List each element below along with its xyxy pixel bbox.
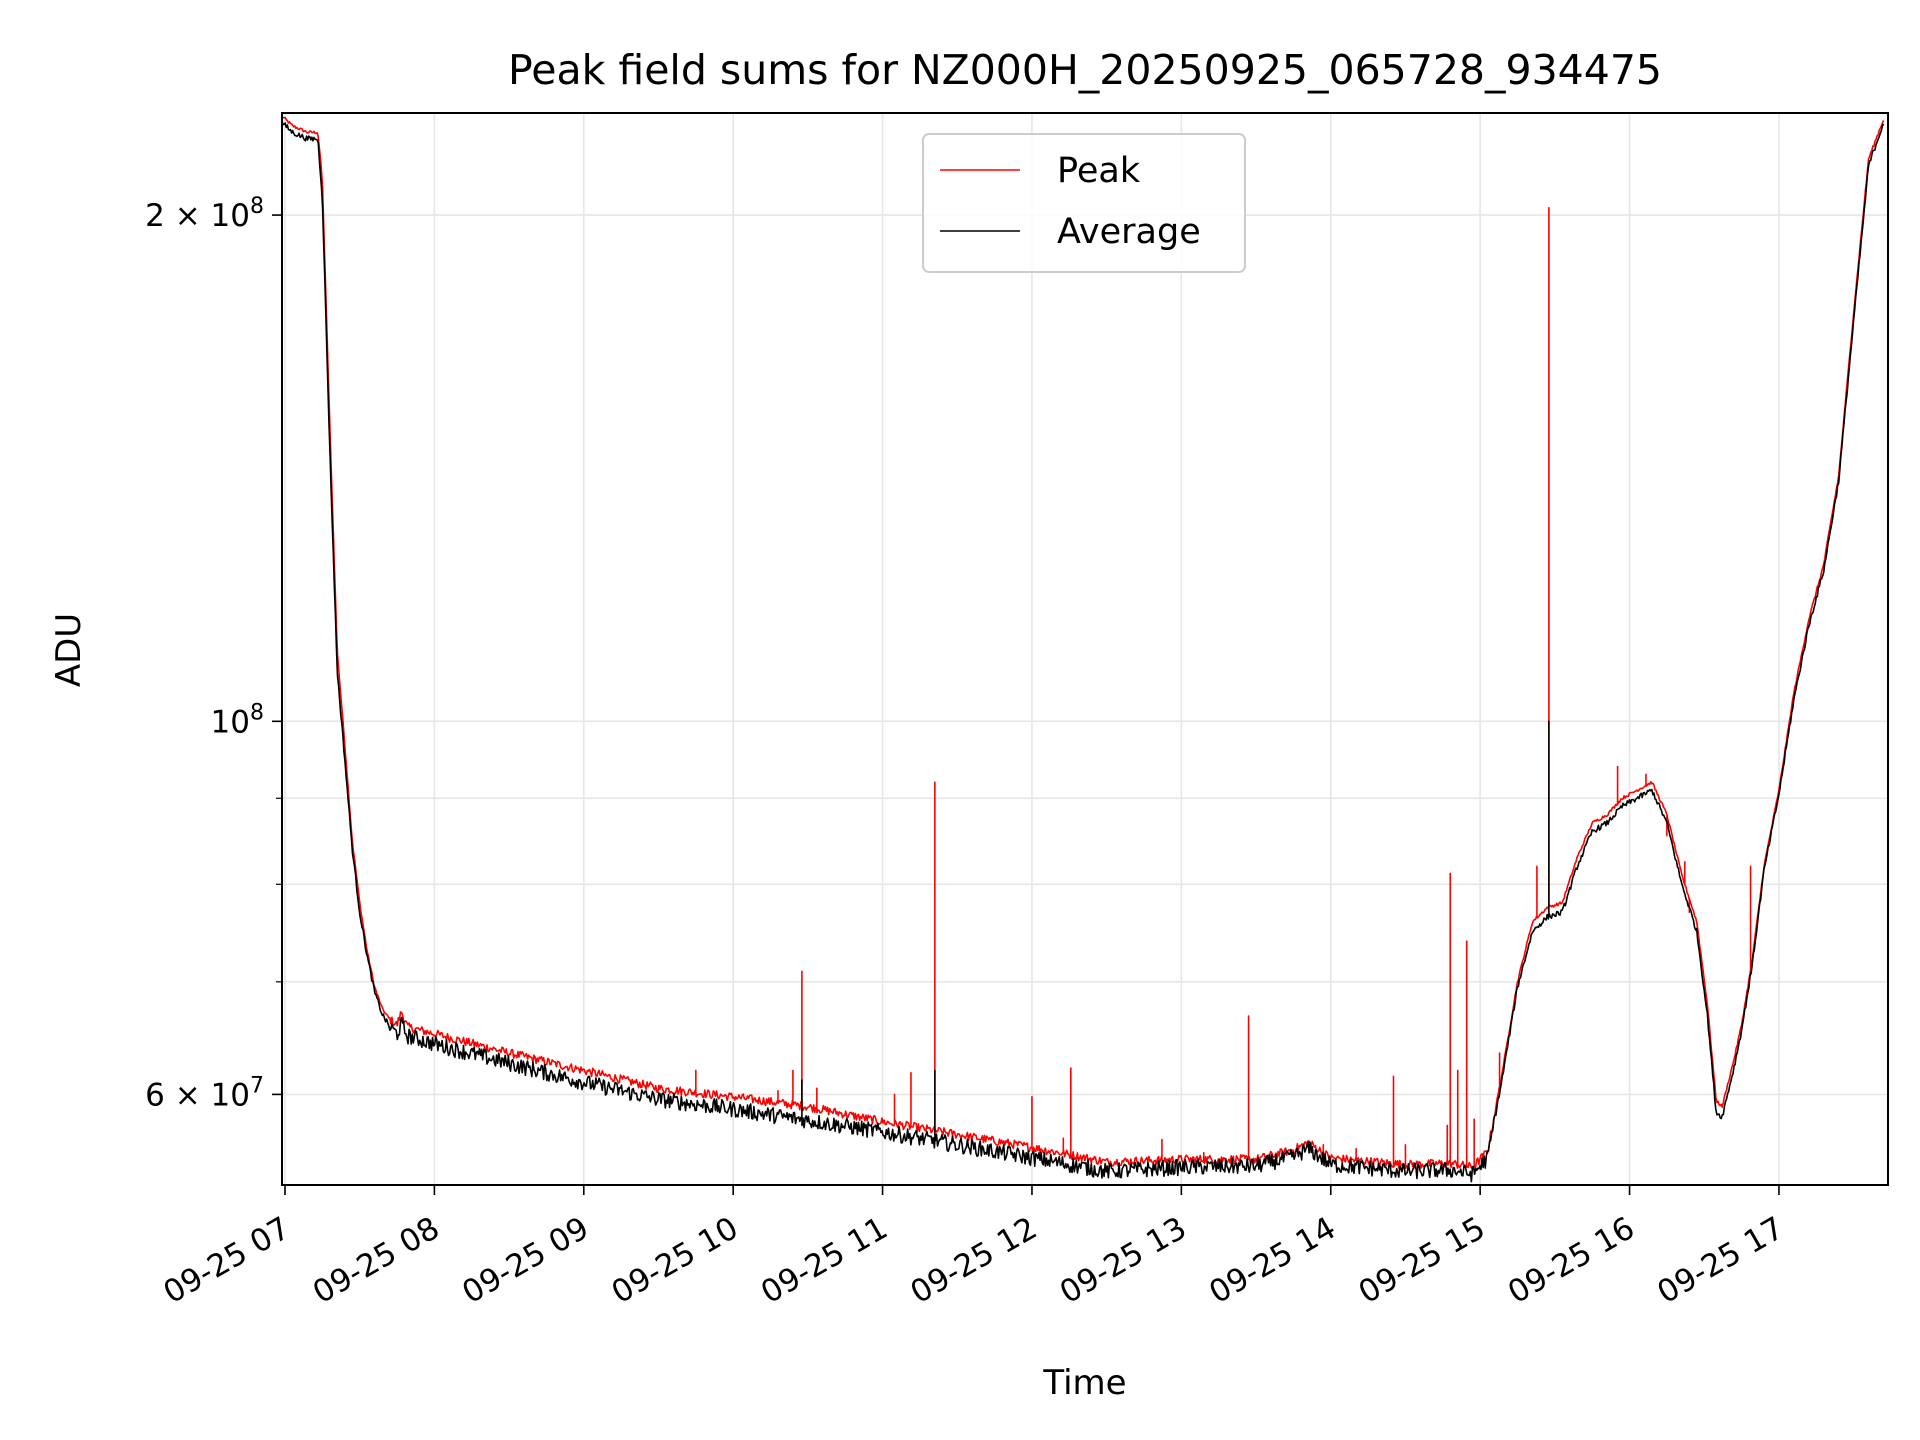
legend-peak-label: Peak bbox=[1057, 151, 1141, 191]
x-axis-label: Time bbox=[1042, 1363, 1126, 1403]
chart-title: Peak field sums for NZ000H_20250925_0657… bbox=[508, 46, 1662, 94]
legend: Peak Average bbox=[922, 133, 1246, 273]
plot-frame bbox=[281, 112, 1889, 1186]
average-series-line bbox=[281, 120, 1885, 1183]
legend-average-label: Average bbox=[1057, 212, 1201, 252]
y-tick-label: 6 × 107 bbox=[145, 1073, 264, 1113]
y-tick-label: 108 bbox=[211, 700, 264, 740]
grid bbox=[282, 113, 1888, 1185]
plot-series bbox=[281, 115, 1885, 1183]
legend-box bbox=[922, 133, 1246, 273]
y-axis-label: ADU bbox=[49, 613, 89, 687]
y-axis: 6 × 107 108 2 × 108 bbox=[145, 194, 282, 1113]
peak-series-line bbox=[281, 115, 1885, 1171]
y-tick-label: 2 × 108 bbox=[145, 194, 264, 234]
